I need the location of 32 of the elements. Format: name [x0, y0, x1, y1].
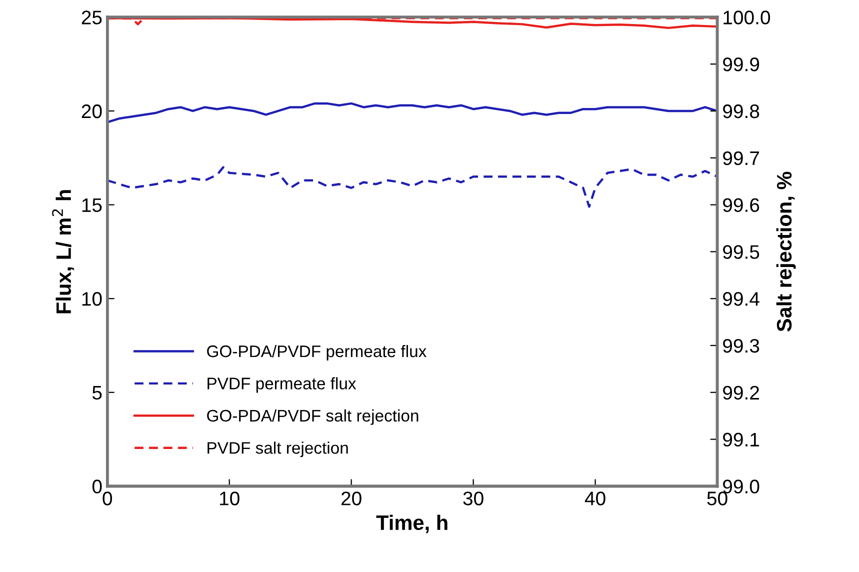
y-tick-label: 0 — [92, 480, 102, 494]
y2-tick-label: 99.2 — [723, 386, 759, 400]
x-tick-label: 40 — [584, 492, 606, 506]
legend-label: GO-PDA/PVDF salt rejection — [207, 409, 418, 425]
x-axis-title: Time, h — [376, 514, 448, 534]
x-tick-label: 30 — [463, 492, 484, 506]
x-tick-label: 0 — [102, 492, 112, 506]
y2-tick-label: 99.4 — [723, 292, 760, 306]
y-tick-label: 15 — [82, 198, 102, 212]
y2-tick-label: 100.0 — [724, 10, 770, 24]
y-tick-label: 25 — [82, 10, 102, 24]
y2-tick-label: 99.5 — [723, 245, 760, 259]
y2-tick-label: 99.3 — [723, 338, 760, 353]
legend-label: PVDF salt rejection — [208, 442, 348, 458]
y-tick-label: 20 — [82, 104, 102, 118]
line-series — [107, 166, 718, 208]
y2-tick-label: 99.9 — [723, 58, 760, 72]
legend-label: GO-PDA/PVDF permeate flux — [207, 344, 426, 361]
y2-tick-label: 99.1 — [723, 432, 760, 447]
y-tick-label: 5 — [92, 386, 102, 400]
y2-axis-title: Salt rejection, % — [776, 172, 796, 332]
x-tick-label: 20 — [341, 492, 362, 506]
x-tick-label: 50 — [707, 492, 728, 506]
y-axis-title: Flux, L/ m$^{2}$ h — [52, 190, 74, 314]
y2-tick-label: 99.7 — [723, 151, 759, 166]
y2-tick-label: 99.0 — [723, 480, 760, 494]
legend-label: PVDF permeate flux — [208, 377, 356, 393]
y-tick-label: 10 — [82, 292, 102, 306]
y2-tick-label: 99.8 — [723, 104, 760, 118]
line-series — [107, 102, 718, 124]
x-tick-label: 10 — [220, 492, 240, 506]
y2-tick-label: 99.6 — [723, 198, 760, 212]
